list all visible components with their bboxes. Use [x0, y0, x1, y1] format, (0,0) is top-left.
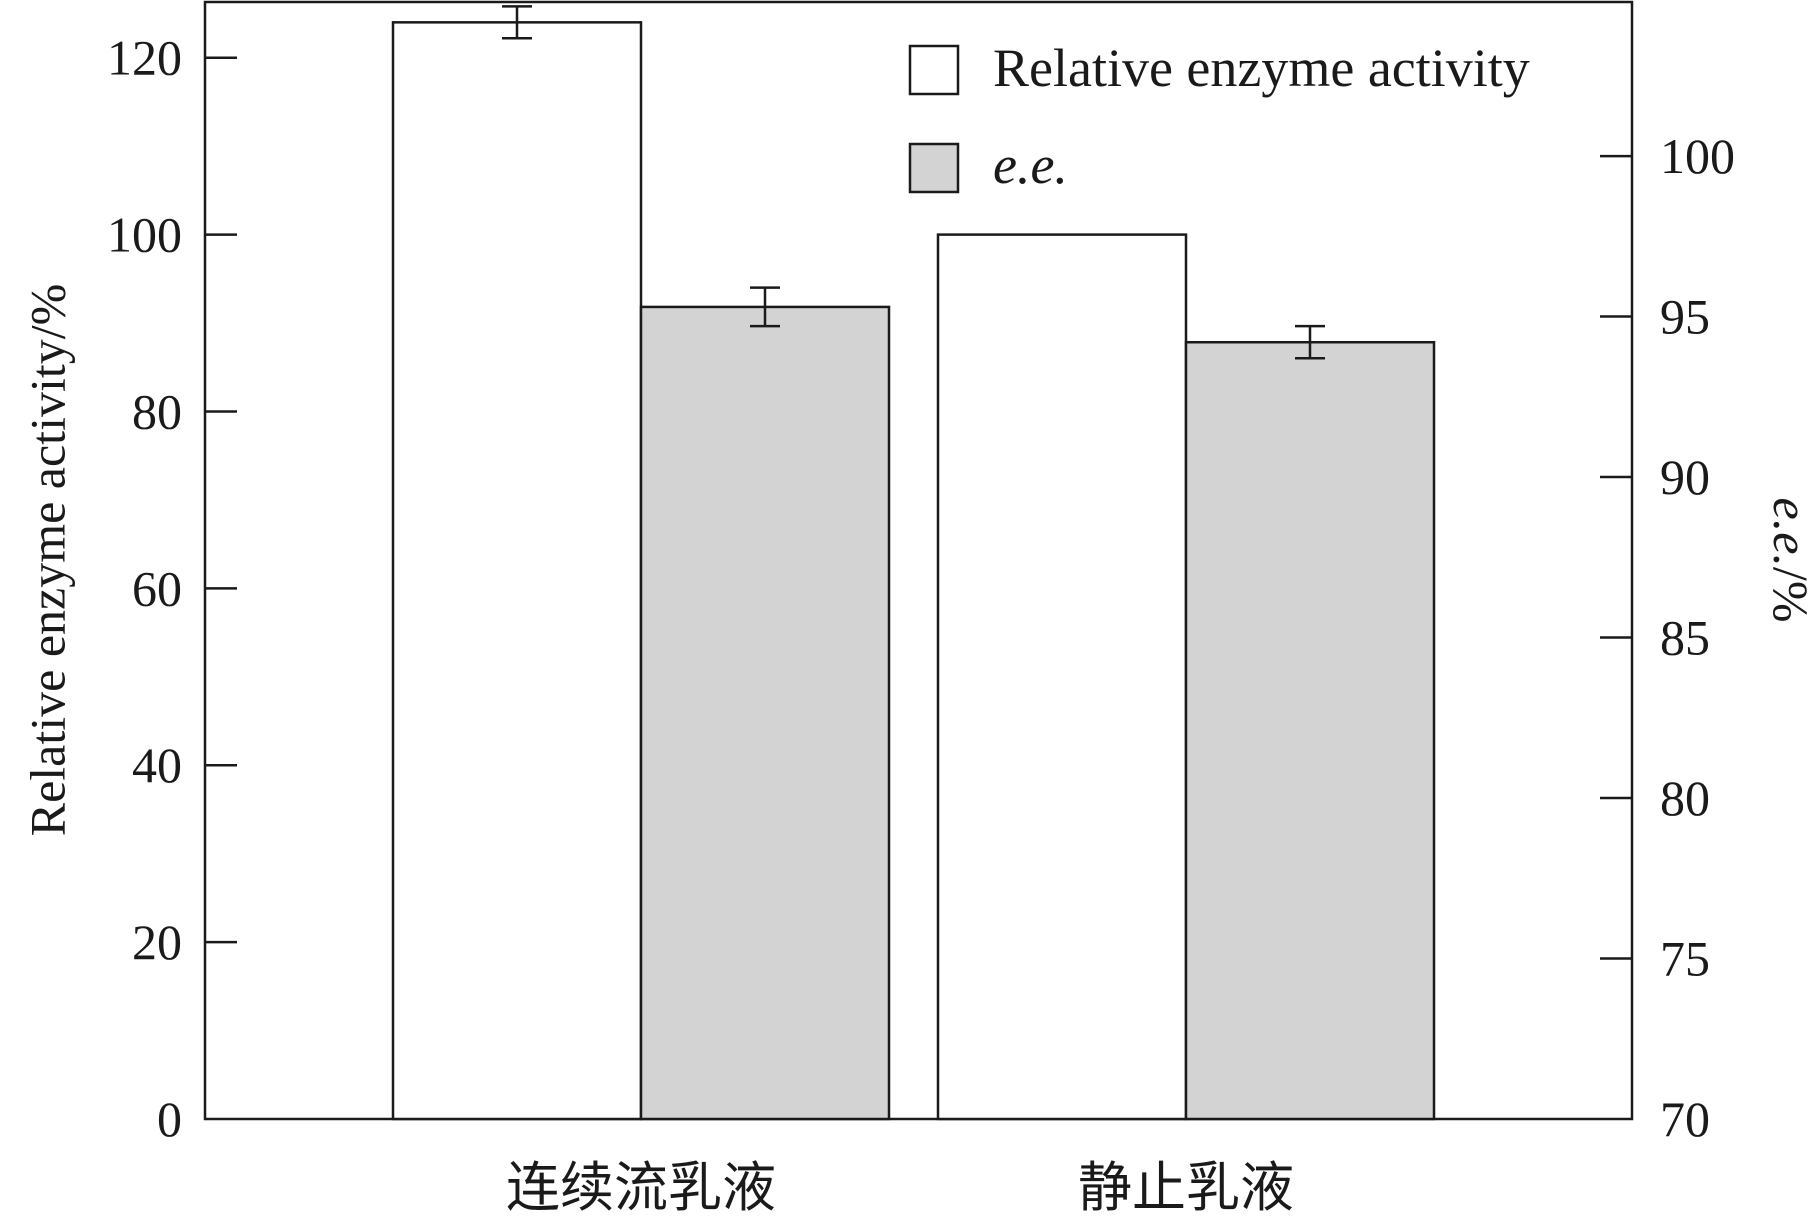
- left-axis-ticks: 0 20 40 60 80 100 120: [107, 30, 237, 1147]
- error-bars-layer: [502, 5, 1325, 360]
- legend-label-relative-activity: Relative enzyme activity: [993, 38, 1530, 98]
- legend: Relative enzyme activity e.e.: [908, 38, 1530, 195]
- category-label-1: 静止乳液: [1078, 1158, 1294, 1218]
- bar-ee-1: [1184, 340, 1436, 1121]
- left-tick-label: 120: [107, 30, 182, 86]
- right-axis-ticks: 70 75 80 85 90 95 100: [1600, 128, 1735, 1147]
- left-tick-label: 80: [132, 383, 182, 439]
- right-tick-label: 95: [1660, 289, 1710, 345]
- right-tick-label: 75: [1660, 931, 1710, 987]
- bar-relative-activity-1: [936, 233, 1188, 1121]
- left-axis-title: Relative enzyme activity/%: [19, 284, 75, 837]
- right-axis-title-italic: e.e.: [1763, 498, 1817, 567]
- bar-relative-activity-0: [391, 21, 643, 1121]
- right-tick-label: 100: [1660, 128, 1735, 184]
- plot-frame: [203, 0, 1634, 1121]
- left-tick-label: 0: [157, 1091, 182, 1147]
- right-tick-label: 80: [1660, 770, 1710, 826]
- right-axis-title: e.e./%: [1763, 498, 1817, 623]
- right-axis-title-rest: /%: [1763, 567, 1817, 623]
- right-tick-label: 85: [1660, 610, 1710, 666]
- legend-swatch-ee: [908, 142, 960, 194]
- category-labels: 连续流乳液 静止乳液: [506, 1158, 1294, 1218]
- left-tick-label: 40: [132, 737, 182, 793]
- right-tick-label: 90: [1660, 449, 1710, 505]
- left-tick-label: 100: [107, 207, 182, 263]
- legend-swatch-relative-activity: [908, 44, 960, 96]
- left-tick-label: 60: [132, 560, 182, 616]
- bar-ee-0: [639, 305, 891, 1121]
- left-tick-label: 20: [132, 914, 182, 970]
- category-label-0: 连续流乳液: [506, 1158, 776, 1218]
- right-tick-label: 70: [1660, 1091, 1710, 1147]
- legend-label-ee: e.e.: [993, 135, 1068, 195]
- bars-layer: [391, 21, 1436, 1121]
